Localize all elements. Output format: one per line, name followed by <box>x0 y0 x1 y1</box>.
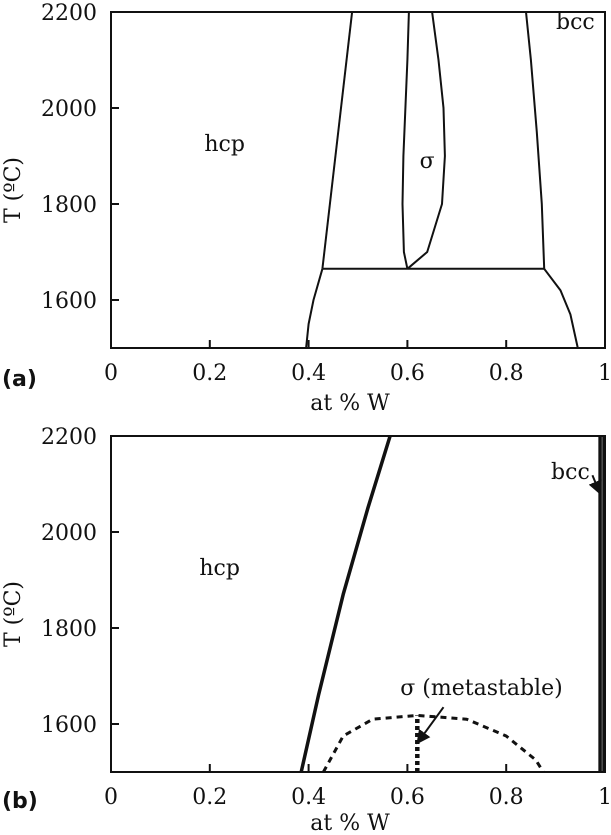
phase-boundary-4 <box>406 11 446 270</box>
region-label-1: bcc <box>551 460 590 485</box>
y-tick-label: 1800 <box>41 193 97 218</box>
chart-panel-a: 0 0.2 0.4 0.6 0.8 1 1600 1800 2000 2200 at % W T (º… <box>1 1 611 416</box>
panel-label: (a) <box>2 367 37 392</box>
y-tick-label: 1600 <box>41 713 97 738</box>
phase-boundary-3 <box>401 11 410 270</box>
y-axis-label: T (ºC) <box>1 157 26 223</box>
x-tick-label: 0.8 <box>489 785 524 810</box>
plot-frame <box>110 11 606 349</box>
x-tick-label: 0.6 <box>390 785 425 810</box>
plot-frame <box>110 435 606 773</box>
x-tick-label: 0.4 <box>291 361 326 386</box>
x-tick-label: 0.6 <box>390 361 425 386</box>
phase-boundary-6 <box>543 268 579 349</box>
region-label-1: σ <box>420 149 435 174</box>
region-label-2: bcc <box>556 10 595 35</box>
phase-boundary-0 <box>299 435 392 773</box>
y-tick-label: 1600 <box>41 289 97 314</box>
x-tick-label: 1 <box>598 785 611 810</box>
x-tick-label: 0.4 <box>291 785 326 810</box>
region-label-0: hcp <box>199 556 240 581</box>
annotation-arrow-0 <box>416 706 445 745</box>
y-tick-label: 2200 <box>41 1 97 26</box>
region-label-0: hcp <box>204 132 245 157</box>
x-axis-label: at % W <box>310 811 390 835</box>
phase-boundary-1 <box>321 11 354 269</box>
x-tick-label: 0.2 <box>192 785 227 810</box>
chart-panel-b: 0 0.2 0.4 0.6 0.8 1 1600 1800 2000 2200 at % W T (º… <box>1 425 611 835</box>
y-tick-label: 1800 <box>41 617 97 642</box>
y-axis-label: T (ºC) <box>1 581 26 647</box>
x-tick-label: 0 <box>104 785 118 810</box>
annotation-arrow-1 <box>588 474 602 495</box>
phase-boundary-5 <box>525 11 546 269</box>
panel-label: (b) <box>2 789 38 814</box>
x-tick-label: 1 <box>598 361 611 386</box>
x-axis-label: at % W <box>310 391 390 416</box>
x-tick-label: 0.2 <box>192 361 227 386</box>
phase-boundary-0 <box>305 268 324 349</box>
region-label-2: σ (metastable) <box>400 676 562 701</box>
x-tick-label: 0.8 <box>489 361 524 386</box>
y-tick-label: 2200 <box>41 425 97 450</box>
x-tick-label: 0 <box>104 361 118 386</box>
y-tick-label: 2000 <box>41 97 97 122</box>
phase-boundary-3 <box>322 713 545 773</box>
y-tick-label: 2000 <box>41 521 97 546</box>
